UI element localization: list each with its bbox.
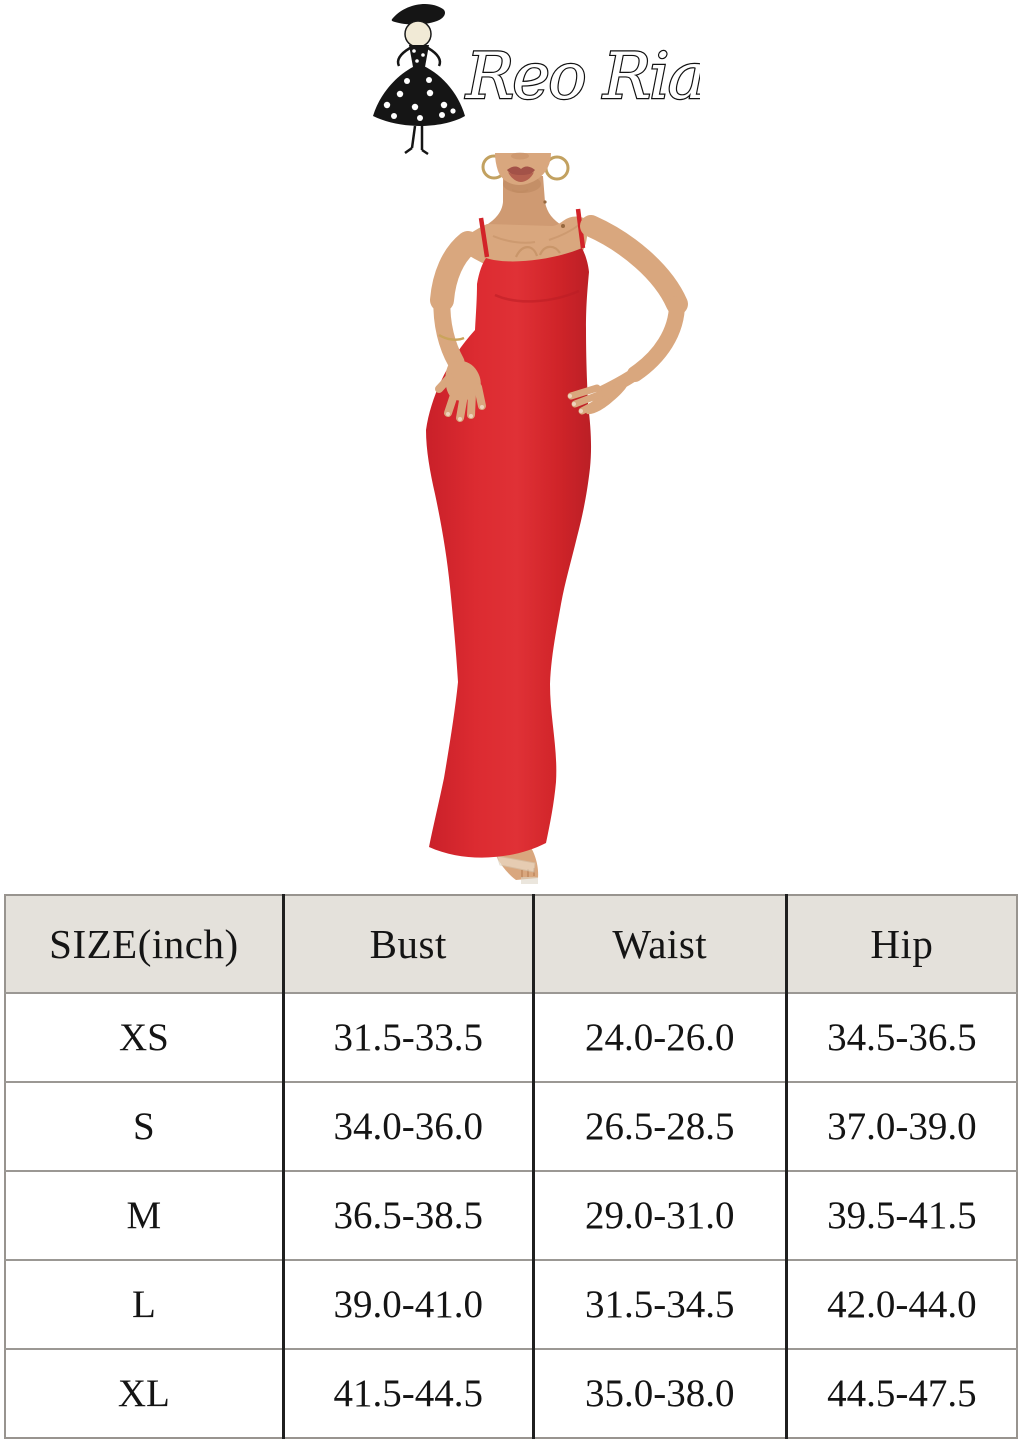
right-hand-fingers <box>567 384 609 415</box>
waist-cell: 26.5-28.5 <box>531 1082 787 1171</box>
logo-head-icon <box>404 20 432 48</box>
model-neck <box>485 176 563 226</box>
beauty-mark <box>543 200 547 204</box>
waist-cell: 35.0-38.0 <box>531 1349 787 1438</box>
model-left-arm <box>430 231 480 371</box>
header-row: SIZE(inch) Bust Waist Hip <box>5 895 1017 993</box>
logo-foot <box>421 148 429 156</box>
logo-polka-skirt-icon <box>373 64 465 126</box>
bust-cell: 34.0-36.0 <box>281 1082 534 1171</box>
logo-arm-left <box>396 46 411 67</box>
table-row-l: L 39.0-41.0 31.5-34.5 42.0-44.0 <box>5 1260 1017 1349</box>
size-cell: XS <box>118 1016 169 1059</box>
logo-skirt-dots <box>383 77 456 121</box>
underbust-crease <box>494 289 580 303</box>
hip-cell: 34.5-36.5 <box>784 993 1017 1082</box>
bust-cell: 39.0-41.0 <box>281 1260 534 1349</box>
table-row-xl: XL 41.5-44.5 35.0-38.0 44.5-47.5 <box>5 1349 1017 1438</box>
left-hand-nails <box>446 405 484 421</box>
clear-heel <box>521 877 538 884</box>
hip-cell: 42.0-44.0 <box>784 1260 1017 1349</box>
logo-hat-icon <box>391 3 445 25</box>
column-header-waist: Waist <box>531 895 787 993</box>
waist-cell: 29.0-31.0 <box>531 1171 787 1260</box>
logo-dot <box>412 49 416 53</box>
column-header-hip: Hip <box>784 895 1017 993</box>
red-slip-dress <box>426 248 592 858</box>
brand-logo: Reo Ria <box>330 0 707 162</box>
size-cell: L <box>131 1283 156 1326</box>
model-right-arm <box>580 215 688 399</box>
hip-cell: 44.5-47.5 <box>784 1349 1017 1438</box>
cleavage-line <box>538 245 561 256</box>
right-hand-nails <box>568 394 583 413</box>
model-photo <box>375 142 705 887</box>
size-cell: S <box>133 1105 155 1148</box>
table-row-s: S 34.0-36.0 26.5-28.5 37.0-39.0 <box>5 1082 1017 1171</box>
size-cell: XL <box>117 1372 170 1415</box>
column-header-size: SIZE(inch) <box>5 895 284 993</box>
lower-lip <box>508 172 534 182</box>
bust-cell: 36.5-38.5 <box>281 1171 534 1260</box>
nose-shadow <box>511 152 529 160</box>
size-chart-table: SIZE(inch) Bust Waist Hip XS 31.5-33.5 2… <box>4 894 1018 1439</box>
logo-dot <box>421 53 425 57</box>
waist-cell: 31.5-34.5 <box>531 1260 787 1349</box>
logo-dot <box>415 59 419 63</box>
table-row-xs: XS 31.5-33.5 24.0-26.0 34.5-36.5 <box>5 993 1017 1082</box>
collarbone-right <box>548 224 580 241</box>
collarbone-left <box>492 235 536 244</box>
column-header-bust: Bust <box>281 895 534 993</box>
waist-cell: 24.0-26.0 <box>531 993 787 1082</box>
logo-foot <box>404 146 413 155</box>
gold-bracelet <box>438 333 465 341</box>
cleavage-line <box>515 246 539 258</box>
hip-cell: 39.5-41.5 <box>784 1171 1017 1260</box>
logo-bodice-icon <box>409 45 429 67</box>
size-cell: M <box>126 1194 162 1237</box>
brand-logo-dress-illustration: Reo Ria <box>373 3 707 156</box>
bust-cell: 41.5-44.5 <box>281 1349 534 1438</box>
table-row-m: M 36.5-38.5 29.0-31.0 39.5-41.5 <box>5 1171 1017 1260</box>
bust-cell: 31.5-33.5 <box>281 993 534 1082</box>
beauty-mark <box>561 224 565 228</box>
left-hand-fingers <box>435 373 486 422</box>
brand-logo-text: Reo Ria <box>465 40 700 114</box>
logo-arm-right <box>427 46 442 67</box>
dress-strap-left <box>478 217 490 258</box>
hip-cell: 37.0-39.0 <box>784 1082 1017 1171</box>
logo-leg <box>410 125 417 149</box>
chin-crease <box>511 189 529 193</box>
clear-sandal-strap <box>496 855 536 873</box>
model-figure <box>426 152 688 884</box>
